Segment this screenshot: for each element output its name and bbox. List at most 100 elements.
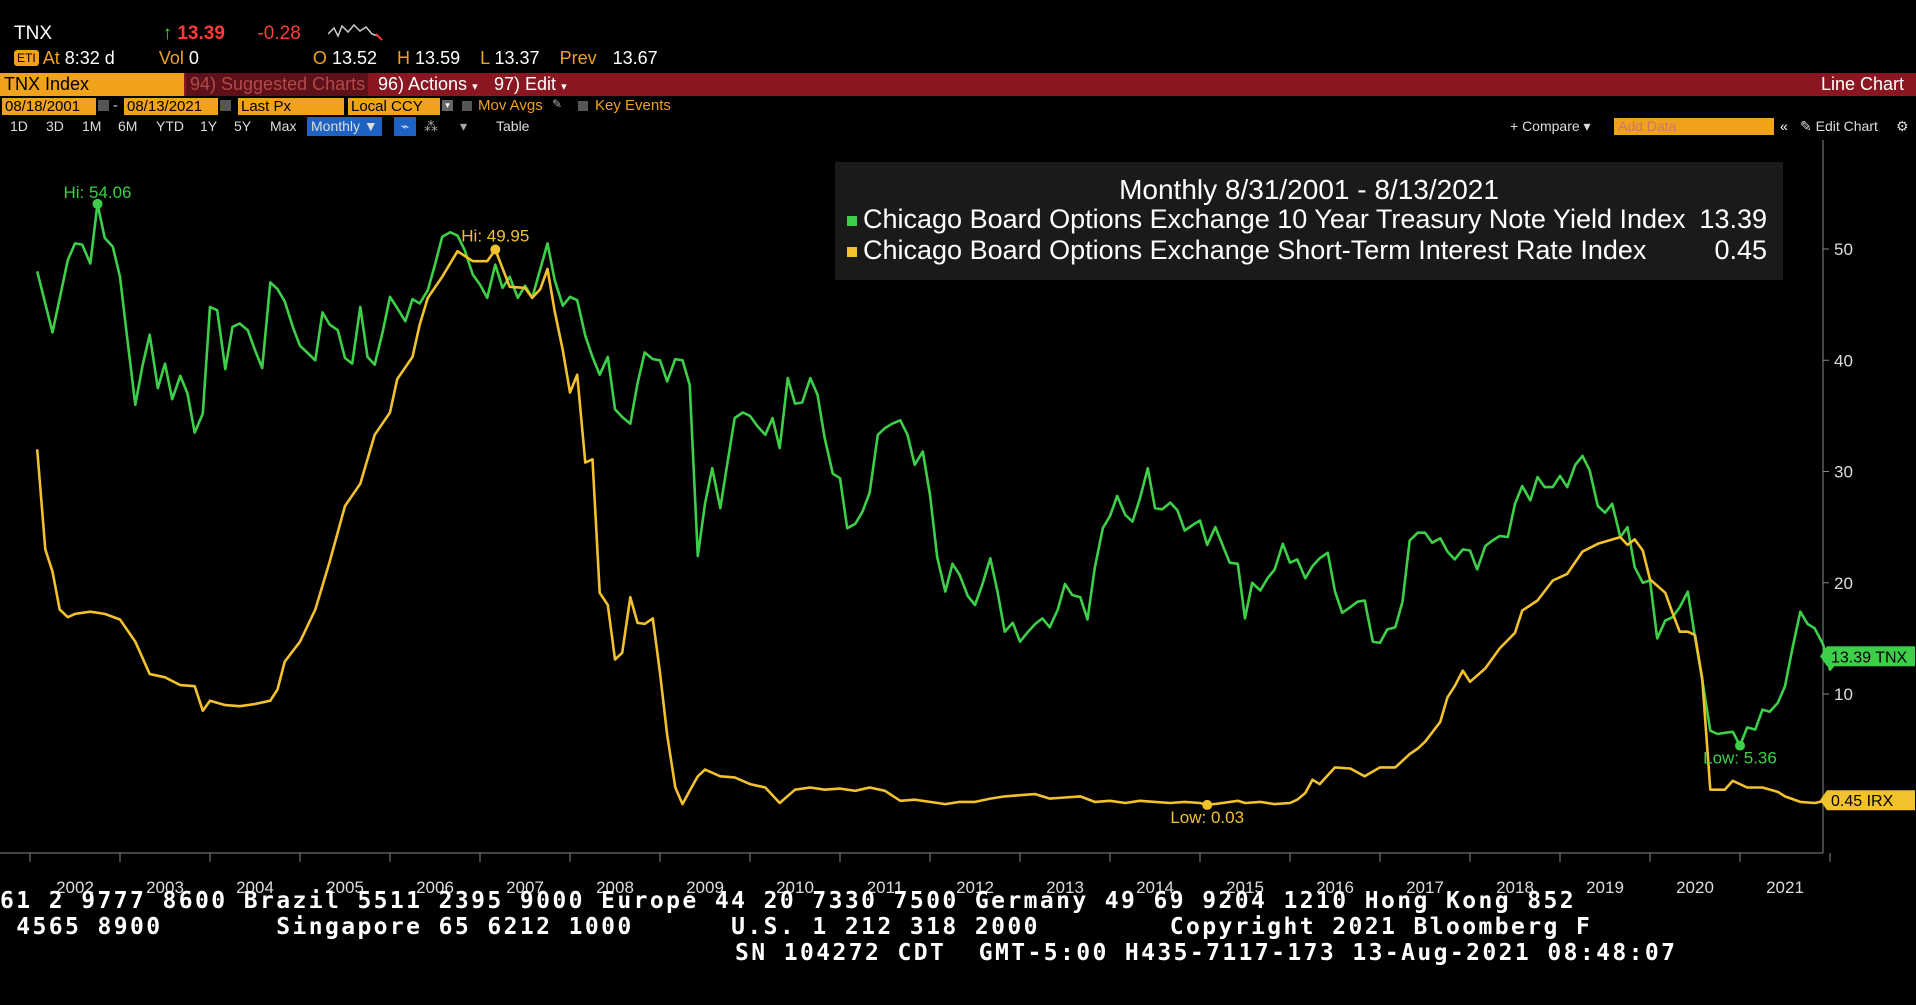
edit-chart-button[interactable]: ✎ Edit Chart — [1800, 117, 1878, 136]
series-tnx-line — [35, 202, 1842, 747]
x-tick-label: 2004 — [236, 878, 274, 897]
axes — [0, 140, 1824, 854]
tnx-high-dot — [92, 198, 103, 209]
actions-menu[interactable]: 96) Actions ▾ — [374, 73, 488, 96]
irx-axis-tag-label: 0.45 IRX — [1831, 793, 1894, 810]
tnx-low-label: Low: 5.36 — [1703, 749, 1777, 768]
y-tick-label: 50 — [1834, 240, 1853, 259]
x-tick-label: 2011 — [867, 878, 904, 897]
period-ytd[interactable]: YTD — [156, 118, 184, 134]
key-events-label[interactable]: Key Events — [595, 97, 671, 114]
quote-time: 8:32 — [64, 48, 100, 68]
period-max[interactable]: Max — [270, 118, 297, 134]
irx-high-label: Hi: 49.95 — [461, 227, 529, 246]
period-1d[interactable]: 1D — [10, 118, 28, 134]
period-1y[interactable]: 1Y — [200, 118, 218, 134]
tnx-low-dot — [1735, 740, 1745, 751]
irx-high-dot — [490, 244, 501, 255]
period-1m[interactable]: 1M — [82, 118, 102, 134]
chevron-down-icon[interactable]: ▾ — [442, 100, 453, 111]
high-label: H — [397, 48, 411, 68]
irx-low-label: Low: 0.03 — [1170, 808, 1244, 827]
menu-bar: TNX Index 94) Suggested Charts 96) Actio… — [0, 73, 1916, 96]
eti-icon[interactable]: ETI — [14, 50, 39, 66]
y-tick-label: 10 — [1834, 685, 1853, 704]
x-tick-label: 2012 — [956, 878, 994, 897]
irx-axis-tag-bg — [1827, 790, 1915, 811]
up-arrow-icon: ↑ — [162, 23, 173, 44]
edit-chart-label: Edit Chart — [1815, 118, 1878, 134]
collapse-icon[interactable]: « — [1780, 118, 1788, 134]
mov-avgs-label[interactable]: Mov Avgs — [478, 97, 543, 114]
actions-label: 96) Actions — [378, 74, 468, 94]
x-tick-label: 2014 — [1136, 878, 1174, 897]
x-tick-label: 2020 — [1676, 878, 1714, 897]
x-tick-label: 2008 — [596, 878, 634, 897]
compare-button[interactable]: + Compare ▾ — [1510, 117, 1591, 136]
chevron-down-icon[interactable]: ▾ — [460, 118, 468, 134]
irx-axis-tag-pointer — [1820, 790, 1827, 811]
period-3d[interactable]: 3D — [46, 118, 64, 134]
prev-value: 13.67 — [612, 48, 658, 68]
add-data-input[interactable]: Add Data — [1614, 118, 1774, 135]
ticker-line-3: SN 104272 CDT GMT-5:00 H435-7117-173 13-… — [735, 940, 1678, 966]
legend-label: Chicago Board Options Exchange Short-Ter… — [863, 235, 1647, 265]
x-tick-label: 2002 — [56, 878, 94, 897]
period-6m[interactable]: 6M — [118, 118, 138, 134]
mov-avgs-checkbox[interactable] — [462, 101, 472, 111]
x-tick-label: 2010 — [776, 878, 814, 897]
ticker-line-1: 61 2 9777 8600 Brazil 5511 2395 9000 Eur… — [0, 888, 1576, 914]
security-field[interactable]: TNX Index — [0, 73, 184, 96]
table-button[interactable]: Table — [496, 118, 530, 134]
x-tick-label: 2019 — [1586, 878, 1624, 897]
frequency-select[interactable]: Monthly ▼ — [307, 117, 382, 136]
legend-swatch — [847, 215, 857, 226]
calendar-icon[interactable] — [220, 100, 231, 111]
tnx-high-label: Hi: 54.06 — [63, 183, 131, 202]
pencil-icon[interactable]: ✎ — [552, 97, 563, 111]
vol-label: Vol — [158, 48, 184, 68]
period-toolbar: 1D 3D 1M 6M YTD 1Y 5Y Max Monthly ▼ ⌁ ⁂ … — [0, 117, 1916, 136]
x-tick-label: 2017 — [1406, 878, 1444, 897]
edit-label: 97) Edit — [494, 74, 557, 94]
quote-header: TNX ↑ 13.39 -0.28 — [14, 22, 388, 44]
tnx-axis-tag-bg — [1827, 646, 1915, 667]
end-date-field[interactable]: 08/13/2021 — [124, 98, 218, 115]
last-price: 13.39 — [177, 23, 225, 44]
open-value: 13.52 — [331, 48, 377, 68]
x-tick-label: 2009 — [686, 878, 724, 897]
chevron-down-icon: ▾ — [561, 81, 567, 93]
legend-swatch — [847, 246, 857, 257]
at-label: At — [42, 48, 60, 68]
suggested-charts-menu[interactable]: 94) Suggested Charts — [186, 73, 368, 96]
quote-stats: ETI At 8:32 d Vol 0 O 13.52 H 13.59 L 13… — [14, 48, 658, 70]
x-tick-label: 2018 — [1496, 878, 1534, 897]
legend-value: 0.45 — [1714, 235, 1767, 265]
chart-type-label: Line Chart — [1820, 74, 1904, 94]
key-events-checkbox[interactable] — [578, 101, 588, 111]
compare-label: + Compare — [1510, 118, 1580, 134]
x-tick-label: 2016 — [1316, 878, 1354, 897]
date-separator: - — [113, 97, 118, 114]
tnx-axis-tag-label: 13.39 TNX — [1831, 649, 1908, 666]
ticker-symbol: TNX — [14, 23, 52, 44]
annotations: Hi: 54.06 Hi: 49.95 Low: 5.36 Low: 0.03 13.3… — [63, 183, 1915, 827]
legend-value: 13.39 — [1699, 204, 1767, 234]
tnx-axis-tag-pointer — [1820, 646, 1827, 667]
legend-item-tnx: Chicago Board Options Exchange 10 Year T… — [847, 204, 1771, 234]
line-style-icon[interactable]: ⌁ — [394, 117, 416, 136]
legend-label: Chicago Board Options Exchange 10 Year T… — [863, 204, 1686, 234]
start-date-field[interactable]: 08/18/2001 — [2, 98, 96, 115]
x-ticks: 2002 2003 2004 2005 2006 2007 2008 2009 2010 2011… — [29, 853, 1831, 897]
field-select[interactable]: Last Px — [238, 98, 344, 115]
edit-menu[interactable]: 97) Edit ▾ — [490, 73, 574, 96]
x-tick-label: 2007 — [506, 878, 544, 897]
vol-value: 0 — [188, 48, 199, 68]
settings-small-icon[interactable]: ⁂ — [424, 118, 438, 134]
prev-label: Prev — [559, 48, 597, 68]
gear-icon[interactable]: ⚙ — [1896, 118, 1909, 134]
calendar-icon[interactable] — [98, 100, 109, 111]
period-5y[interactable]: 5Y — [234, 118, 252, 134]
currency-select[interactable]: Local CCY — [348, 98, 440, 115]
